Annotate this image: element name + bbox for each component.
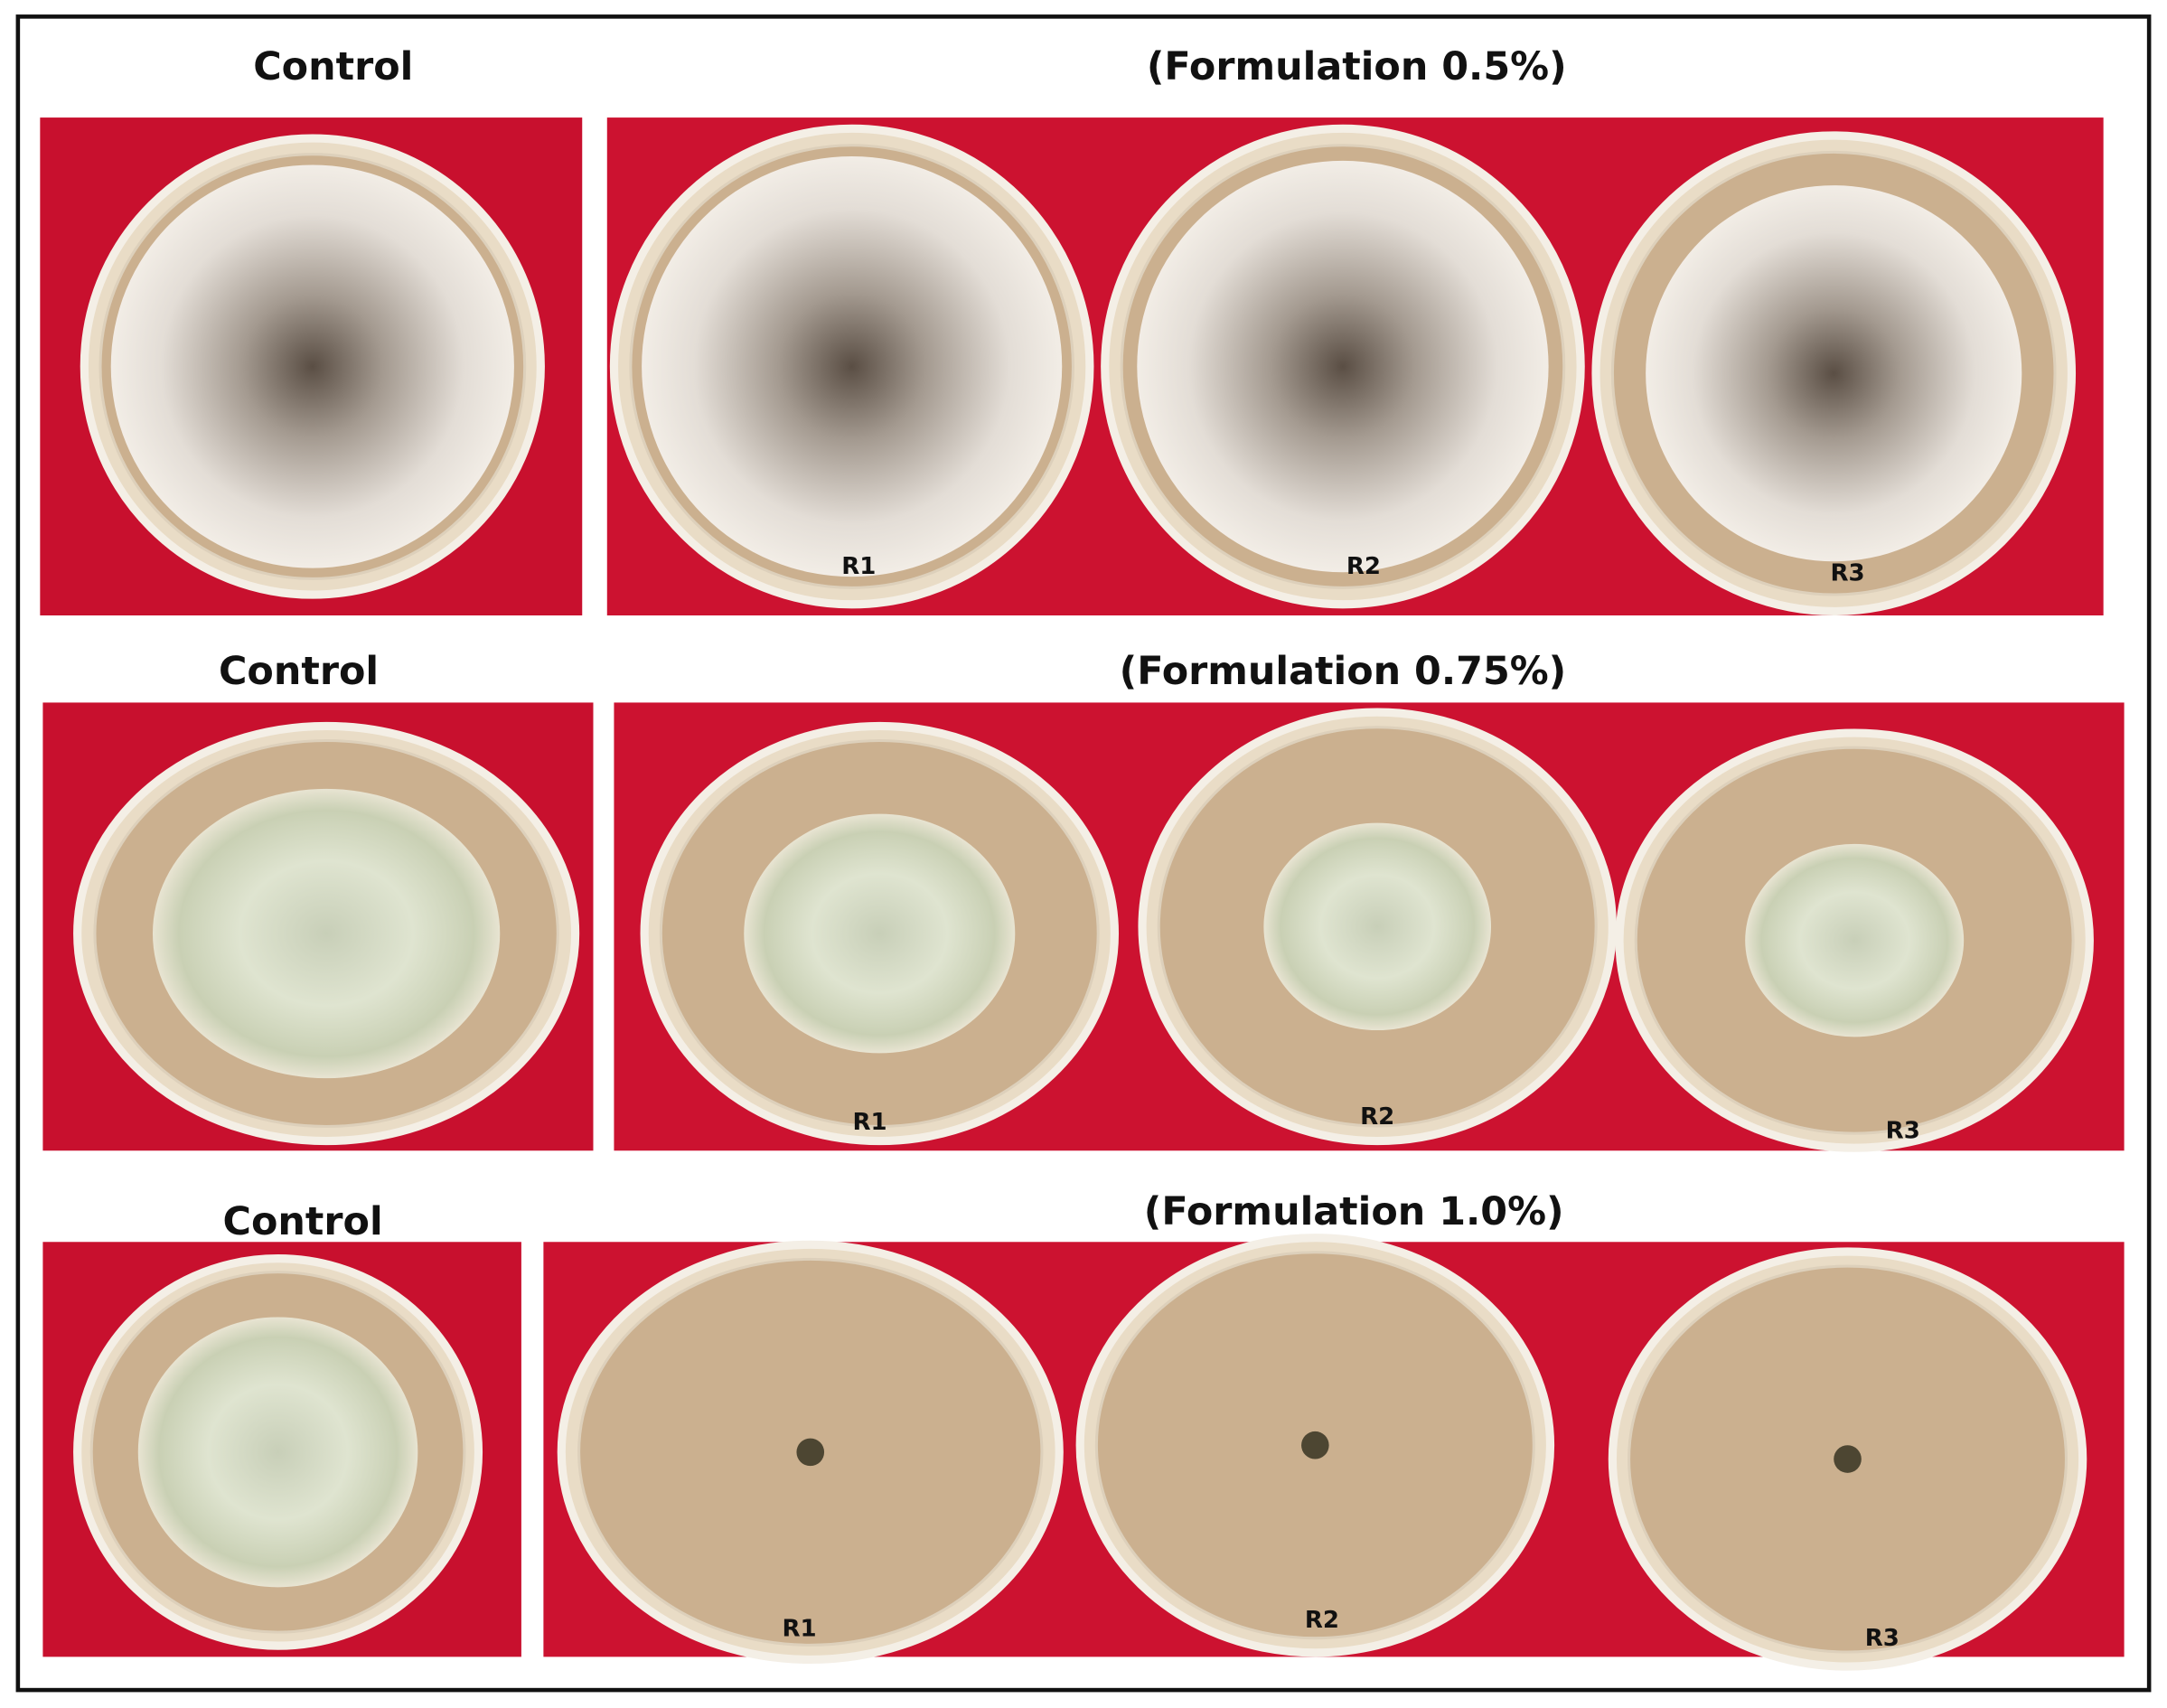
replicate-label: R2	[1305, 1607, 1339, 1634]
fungal-colony	[1745, 843, 1965, 1037]
replicate-label: R1	[841, 553, 876, 580]
replicate-label: R2	[1346, 553, 1381, 580]
replicate-label: R3	[1886, 1117, 1920, 1144]
replicate-label: R1	[782, 1615, 816, 1642]
fungal-colony	[1646, 185, 2022, 562]
formulation-label: (Formulation 0.5%)	[1147, 44, 1567, 89]
formulation-label: (Formulation 1.0%)	[1144, 1189, 1564, 1234]
fungal-colony	[1137, 160, 1549, 573]
fungal-colony	[1263, 822, 1492, 1031]
control-label: Control	[253, 44, 413, 89]
control-label: Control	[219, 649, 379, 694]
fungal-colony	[642, 155, 1063, 577]
fungal-colony	[110, 164, 514, 568]
formulation-label: (Formulation 0.75%)	[1120, 649, 1567, 694]
mycelial-plug	[1834, 1445, 1862, 1473]
fungal-colony	[152, 788, 501, 1079]
fungal-colony	[137, 1317, 418, 1588]
control-label: Control	[223, 1199, 383, 1244]
replicate-label: R3	[1865, 1625, 1900, 1652]
fungal-colony	[744, 813, 1016, 1054]
replicate-label: R2	[1360, 1103, 1394, 1131]
mycelial-plug	[796, 1438, 825, 1467]
mycelial-plug	[1301, 1431, 1329, 1459]
replicate-label: R1	[852, 1109, 886, 1136]
replicate-label: R3	[1830, 560, 1864, 587]
